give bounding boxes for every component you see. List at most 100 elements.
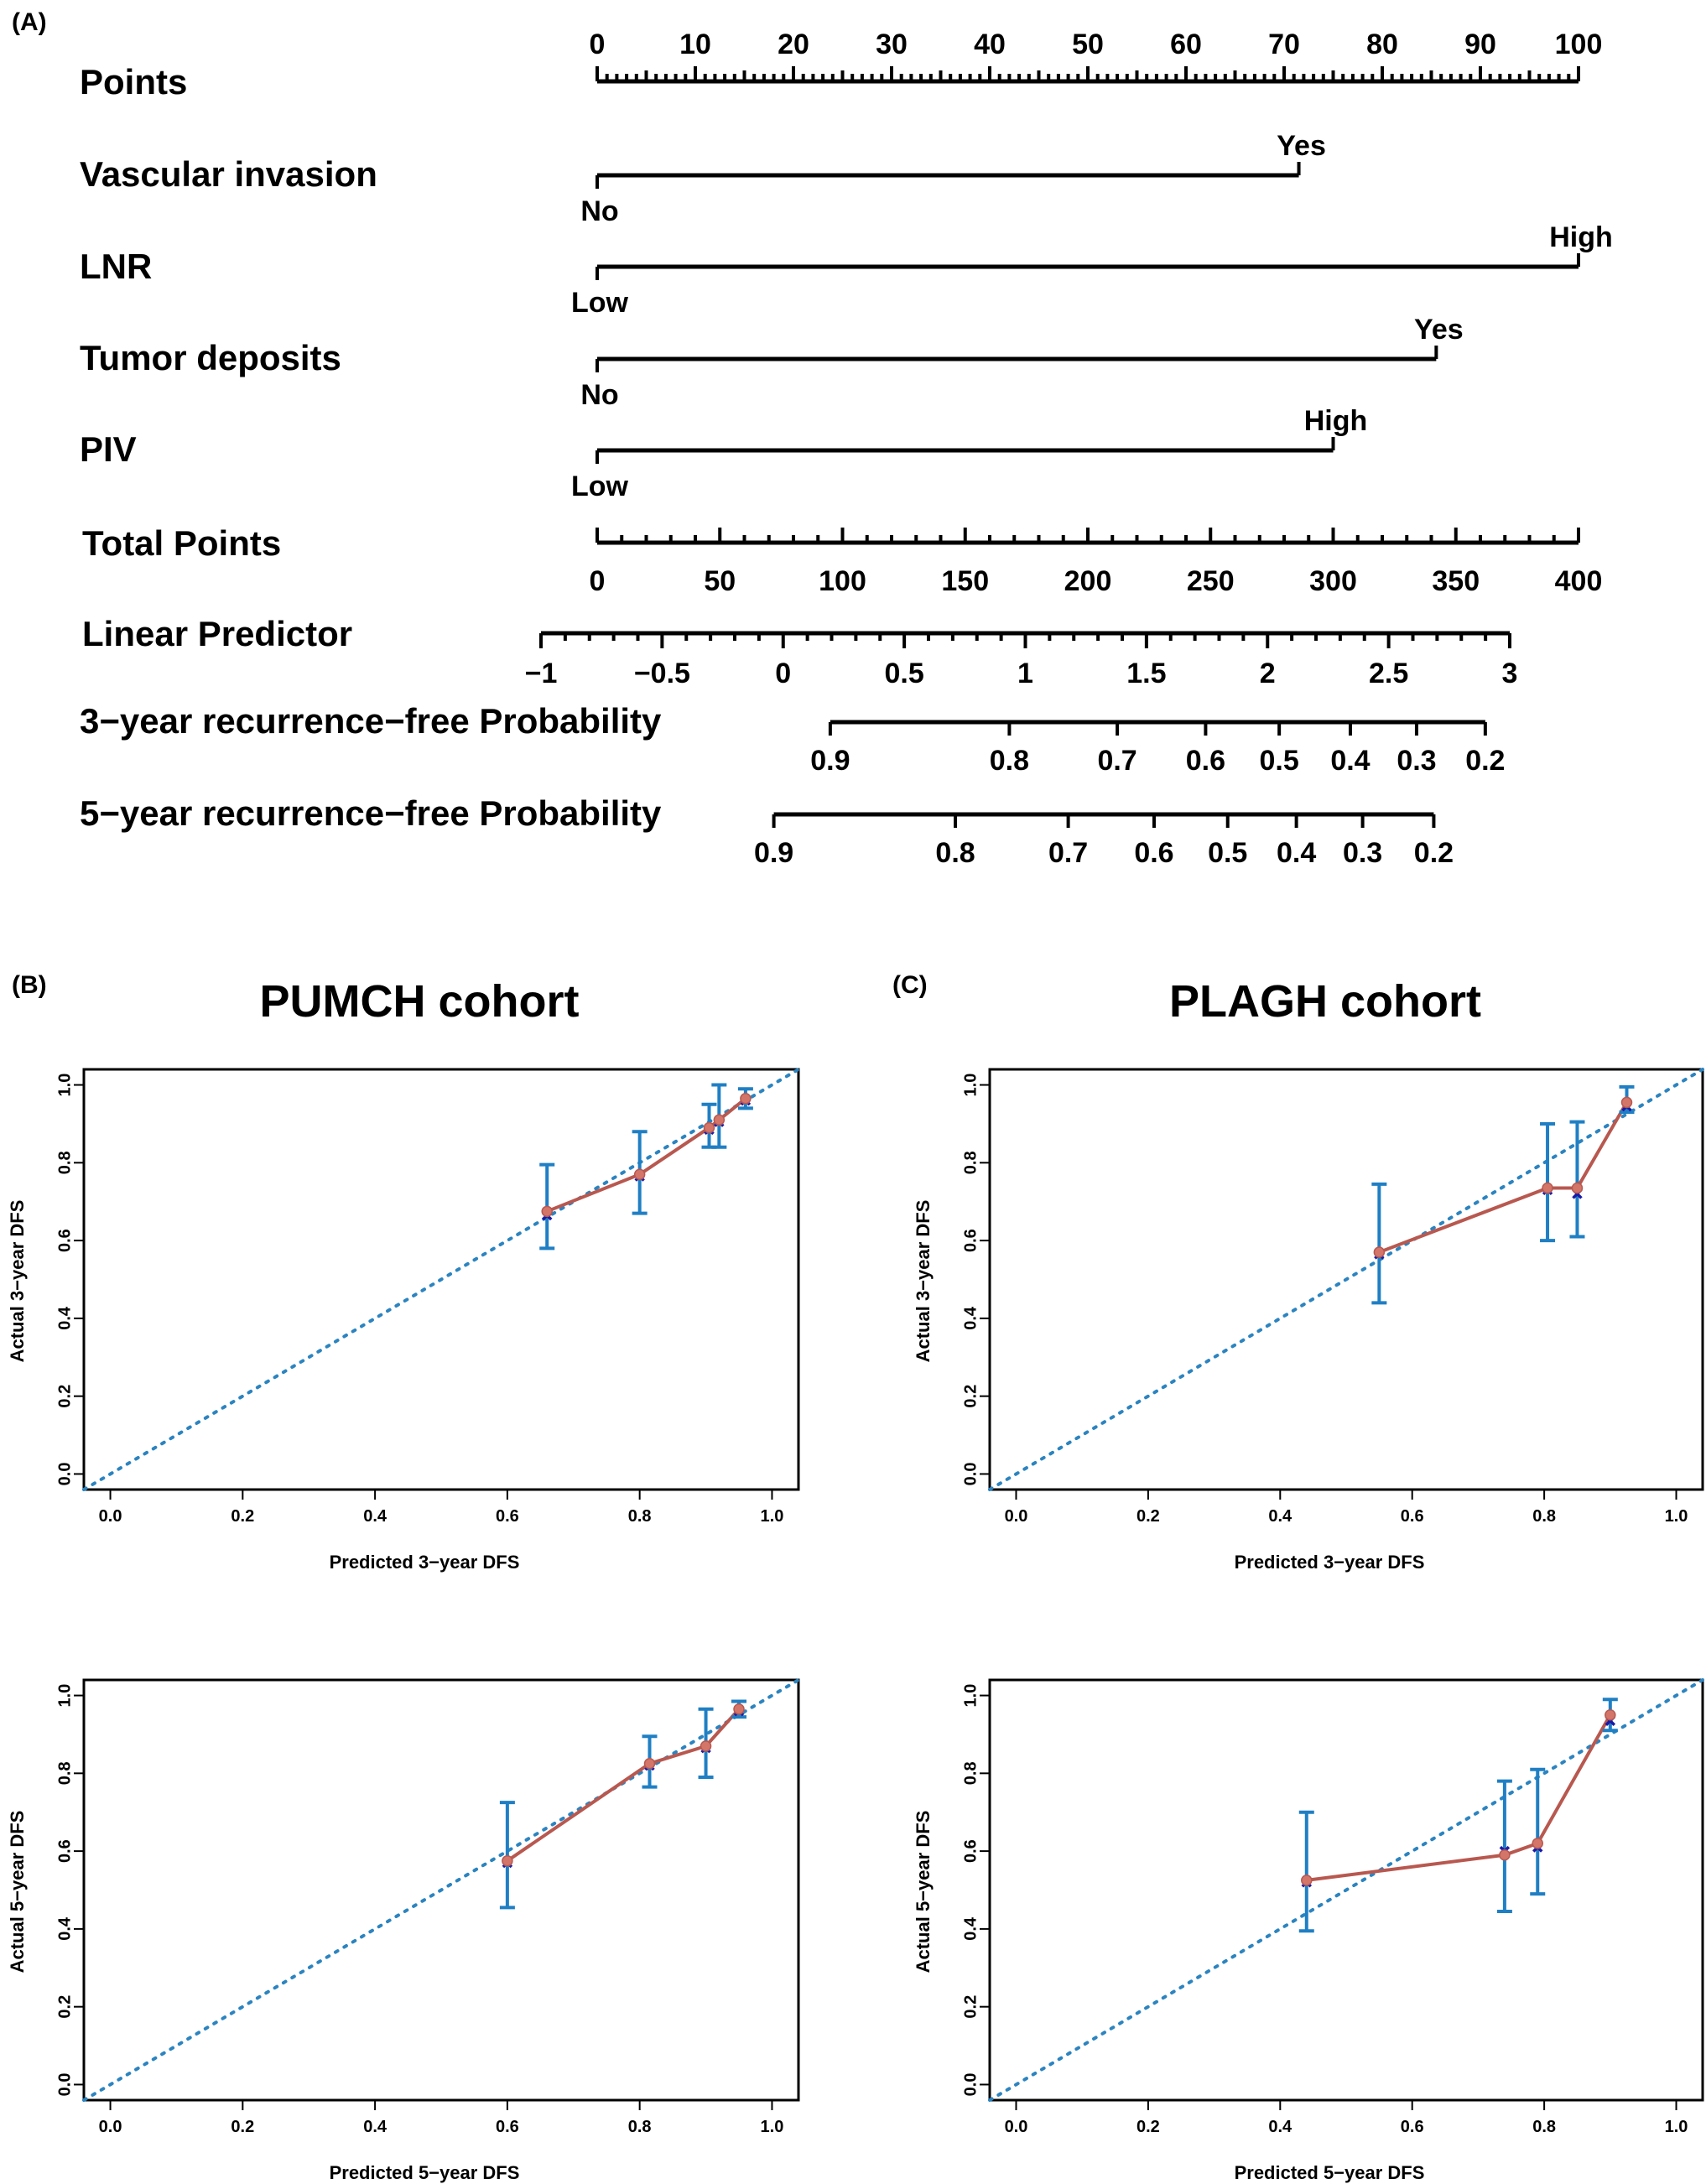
- ideal-diagonal-line: [988, 1068, 1704, 1491]
- observed-point: [1499, 1849, 1511, 1861]
- plot-frame: [82, 1678, 800, 2102]
- x-tick-label: 0.2: [1136, 2118, 1160, 2136]
- observed-point: [643, 1757, 656, 1770]
- points-tick-label: 70: [1268, 29, 1300, 60]
- total-points-tick-label: 350: [1432, 565, 1480, 597]
- panel-c-letter: (C): [892, 971, 928, 999]
- probability-tick-label: 0.2: [1414, 837, 1454, 869]
- y-tick-label: 0.4: [55, 1306, 74, 1330]
- plot-frame: [82, 1068, 800, 1491]
- probability-tick-label: 0.2: [1465, 745, 1505, 777]
- observed-point: [703, 1121, 715, 1134]
- probability-tick-label: 0.4: [1277, 837, 1316, 869]
- y-tick-label: 0.0: [961, 1463, 980, 1486]
- y-tick-label: 0.0: [961, 2073, 980, 2097]
- x-tick-label: 0.8: [1532, 1507, 1556, 1526]
- probability-tick-label: 0.9: [754, 837, 793, 869]
- y-axis-label: Actual 3−year DFS: [913, 1200, 934, 1363]
- total-points-tick-label: 200: [1064, 565, 1112, 597]
- y-tick-label: 0.6: [961, 1229, 980, 1252]
- x-tick-label: 0.8: [1532, 2118, 1556, 2136]
- y-axis-label: Actual 5−year DFS: [913, 1811, 934, 1973]
- y-tick-label: 0.4: [55, 1916, 74, 1941]
- total-points-tick-label: 50: [704, 565, 736, 597]
- total-points-tick-label: 150: [941, 565, 989, 597]
- total-points-tick-label: 100: [819, 565, 866, 597]
- variable-label: Tumor deposits: [80, 338, 341, 377]
- variable-level-label: No: [580, 379, 618, 411]
- points-tick-label: 20: [778, 29, 809, 60]
- linear-predictor-label: Linear Predictor: [82, 614, 352, 653]
- x-tick-label: 0.6: [1401, 2118, 1424, 2136]
- observed-point: [1373, 1246, 1386, 1258]
- ideal-diagonal-line: [988, 1678, 1704, 2102]
- calibration-line: [1306, 1713, 1612, 1882]
- x-tick-label: 0.0: [99, 2118, 122, 2136]
- linear-predictor-tick-label: 1.5: [1126, 658, 1166, 689]
- ideal-diagonal-line: [82, 1068, 800, 1491]
- variable-level-label: Low: [571, 287, 629, 319]
- calibration-title: PLAGH cohort: [1169, 976, 1481, 1027]
- probability-tick-label: 0.9: [810, 745, 850, 777]
- calibration-plot-pumch-5-year: 0.0 0.0 0.2 0.2 0.4 0.4 0.6 0.6 0.8 0.8 1.0 1.0 Pred…: [7, 1678, 800, 2183]
- points-tick-label: 60: [1170, 29, 1202, 60]
- linear-predictor-tick-label: −0.5: [634, 658, 690, 689]
- x-tick-label: 0.2: [231, 2118, 254, 2136]
- observed-point: [633, 1168, 646, 1180]
- x-axis-label: Predicted 3−year DFS: [330, 1552, 520, 1573]
- variable-label: PIV: [80, 429, 137, 469]
- y-tick-label: 0.2: [55, 1385, 74, 1408]
- points-tick-label: 80: [1366, 29, 1398, 60]
- calibration-plot-pumch-3-year: PUMCH cohort 0.0 0.0 0.2 0.2 0.4 0.4 0.6 0.6 0.8 0…: [7, 976, 800, 1573]
- variable-level-label: High: [1304, 405, 1368, 437]
- observed-point: [1532, 1838, 1543, 1849]
- observed-point: [541, 1205, 553, 1218]
- x-tick-label: 1.0: [761, 2118, 784, 2136]
- y-tick-label: 1.0: [961, 1074, 980, 1097]
- x-tick-label: 0.8: [628, 2118, 652, 2136]
- observed-point: [1605, 1709, 1616, 1721]
- x-tick-label: 0.4: [363, 2118, 387, 2136]
- y-tick-label: 1.0: [55, 1684, 74, 1708]
- x-axis-label: Predicted 3−year DFS: [1235, 1552, 1425, 1573]
- points-tick-label: 30: [876, 29, 908, 60]
- y-tick-label: 0.6: [961, 1839, 980, 1863]
- y-tick-label: 0.2: [55, 1995, 74, 2019]
- probability-tick-label: 0.4: [1330, 745, 1370, 777]
- x-tick-label: 0.6: [496, 2118, 519, 2136]
- y-axis-label: Actual 3−year DFS: [7, 1200, 28, 1363]
- observed-point: [713, 1114, 726, 1126]
- x-axis-label: Predicted 5−year DFS: [1235, 2162, 1425, 2183]
- x-axis-label: Predicted 5−year DFS: [330, 2162, 520, 2183]
- observed-point: [502, 1854, 513, 1867]
- total-points-tick-label: 0: [590, 565, 606, 597]
- points-label: Points: [80, 62, 187, 101]
- x-tick-label: 0.6: [1401, 1507, 1424, 1526]
- total-points-label: Total Points: [82, 523, 281, 563]
- variable-level-label: No: [580, 195, 618, 227]
- observed-point: [1571, 1182, 1584, 1194]
- y-tick-label: 0.2: [961, 1385, 980, 1408]
- points-tick-label: 90: [1464, 29, 1496, 60]
- points-tick-label: 40: [974, 29, 1006, 60]
- x-tick-label: 0.0: [1005, 1507, 1028, 1526]
- probability-label: 3−year recurrence−free Probability: [80, 701, 662, 741]
- variable-level-label: Yes: [1414, 314, 1464, 346]
- x-tick-label: 0.2: [231, 1507, 254, 1526]
- variable-level-label: High: [1549, 221, 1613, 253]
- x-tick-label: 0.8: [628, 1507, 652, 1526]
- probability-tick-label: 0.3: [1397, 745, 1436, 777]
- y-tick-label: 0.4: [961, 1916, 980, 1941]
- linear-predictor-tick-label: 2: [1260, 658, 1276, 689]
- variable-level-label: Low: [571, 471, 629, 502]
- x-tick-label: 0.6: [496, 1507, 519, 1526]
- y-tick-label: 1.0: [961, 1684, 980, 1708]
- y-tick-label: 0.0: [55, 1463, 74, 1486]
- x-tick-label: 0.4: [1268, 1507, 1293, 1526]
- total-points-tick-label: 300: [1309, 565, 1357, 597]
- linear-predictor-tick-label: 0: [775, 658, 791, 689]
- panel-b-letter: (B): [12, 971, 47, 999]
- calibration-plot-plagh-5-year: 0.0 0.0 0.2 0.2 0.4 0.4 0.6 0.6 0.8 0.8 1.0 1.0 Pred…: [913, 1678, 1704, 2183]
- x-tick-label: 0.2: [1136, 1507, 1160, 1526]
